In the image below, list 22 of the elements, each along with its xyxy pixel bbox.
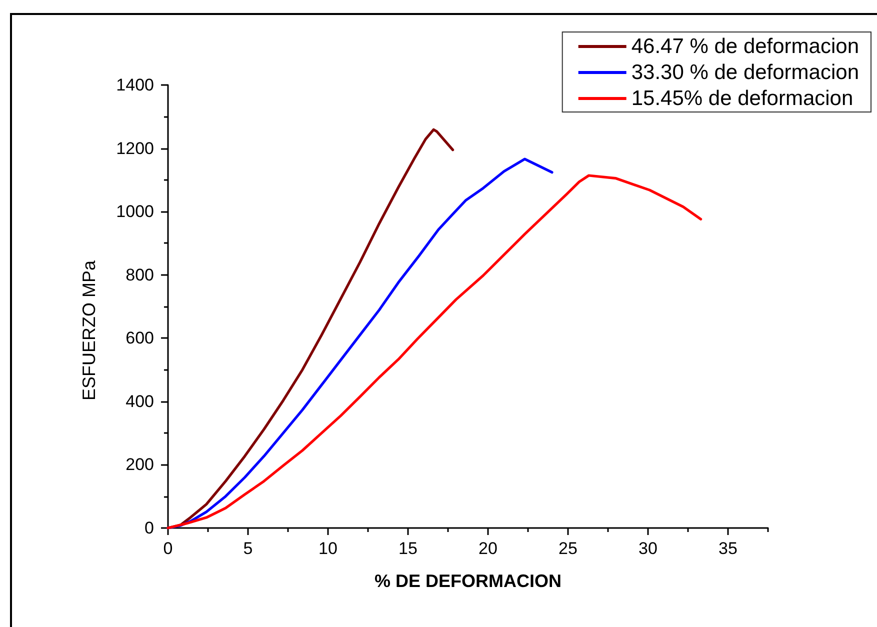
- y-tick-label: 1200: [116, 138, 154, 158]
- legend-label: 15.45% de deformacion: [631, 87, 854, 110]
- x-axis-title: % DE DEFORMACION: [374, 571, 562, 591]
- y-tick-label: 400: [126, 392, 154, 411]
- x-tick-label: 30: [638, 539, 658, 558]
- y-tick-label: 1400: [116, 76, 154, 94]
- x-tick-label: 0: [163, 539, 173, 558]
- legend-label: 46.47 % de deformacion: [631, 35, 860, 58]
- x-tick-label: 5: [243, 539, 253, 558]
- x-tick-label: 35: [718, 539, 738, 558]
- y-tick-label: 1000: [116, 202, 154, 222]
- x-tick-label: 10: [318, 539, 338, 558]
- y-tick-label: 0: [144, 518, 154, 538]
- legend-label: 33.30 % de deformacion: [631, 61, 860, 84]
- x-tick-label: 25: [558, 539, 578, 558]
- x-tick-label: 15: [398, 539, 418, 558]
- y-tick-label: 200: [126, 455, 154, 474]
- y-axis-title: ESFUERZO MPa: [79, 260, 99, 401]
- x-tick-label: 20: [478, 539, 498, 558]
- y-tick-label: 800: [126, 265, 154, 284]
- y-tick-label: 600: [126, 328, 154, 348]
- line-series: [166, 174, 702, 530]
